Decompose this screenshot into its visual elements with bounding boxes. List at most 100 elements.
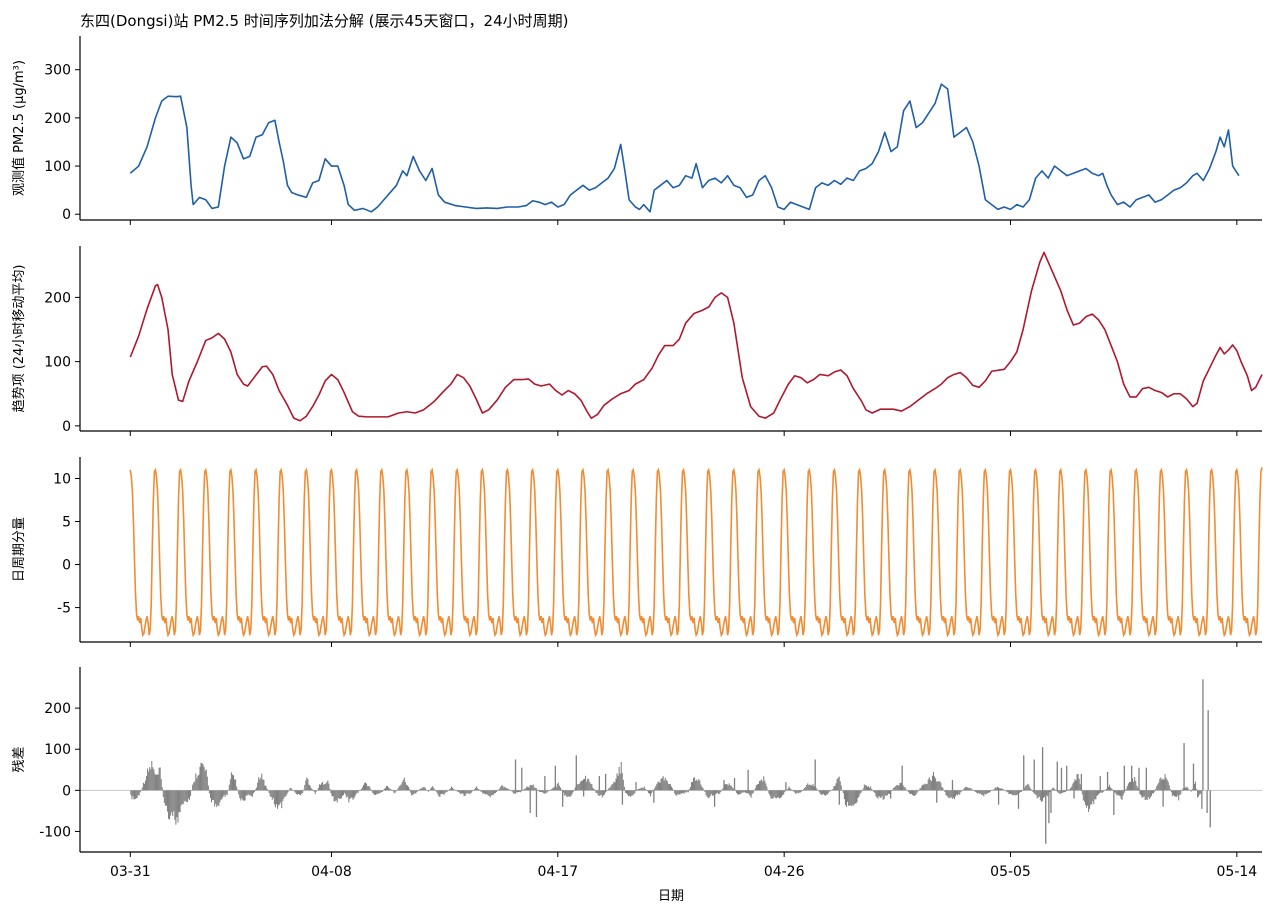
residual-bar: [932, 771, 935, 791]
residual-bar: [768, 790, 770, 794]
residual-bar: [762, 781, 764, 791]
y-tick-label: -100: [39, 824, 71, 840]
residual-bar: [1031, 790, 1033, 791]
residual-bar: [273, 790, 275, 805]
residual-bar: [147, 768, 149, 791]
y-axis-title-trend: 趋势项 (24小时移动平均): [11, 265, 27, 413]
residual-bar: [574, 787, 576, 791]
residual-bar: [418, 789, 420, 791]
residual-bar: [629, 790, 631, 796]
residual-bar: [296, 790, 298, 795]
residual-bar: [1102, 790, 1104, 792]
residual-bar: [724, 784, 726, 791]
residual-bar: [764, 780, 766, 791]
residual-bar: [591, 784, 593, 791]
residual-bar: [262, 779, 264, 791]
residual-bar: [161, 787, 163, 791]
residual-bar: [1110, 787, 1112, 791]
residual-bar: [1137, 787, 1139, 791]
residual-bar: [420, 788, 422, 791]
residual-bar: [855, 790, 857, 804]
residual-bar: [245, 790, 247, 796]
residual-bar: [941, 786, 943, 791]
residual-bar: [898, 785, 900, 791]
residual-bar: [496, 790, 498, 793]
residual-bar: [1024, 787, 1026, 791]
residual-bar: [521, 790, 523, 792]
residual-bar: [413, 790, 415, 795]
residual-bar: [991, 790, 993, 791]
residual-bar: [663, 780, 665, 791]
residual-bar: [884, 790, 886, 796]
residual-bar: [720, 790, 722, 792]
residual-bar: [781, 790, 783, 798]
residual-bar: [501, 785, 503, 791]
residual-bar: [777, 790, 779, 798]
residual-bar: [488, 790, 490, 796]
residual-bar: [175, 790, 177, 825]
residual-bar: [212, 790, 214, 801]
residual-bar: [1194, 781, 1196, 791]
residual-bar: [1047, 790, 1049, 797]
y-axis-title-seasonal: 日周期分量: [12, 517, 27, 582]
residual-bar: [754, 787, 756, 791]
residual-bar: [590, 783, 592, 791]
residual-bar: [252, 790, 254, 794]
residual-bar: [236, 786, 238, 791]
residual-bar: [978, 790, 980, 793]
residual-bar: [928, 777, 930, 791]
residual-bar: [1095, 790, 1097, 800]
residual-bar: [134, 790, 136, 800]
residual-spike: [514, 759, 517, 791]
residual-bar: [994, 787, 996, 791]
residual-bar: [700, 784, 702, 791]
residual-bar: [203, 767, 205, 791]
residual-bar: [1199, 790, 1201, 795]
residual-bar: [939, 781, 941, 791]
residual-bar: [646, 790, 648, 792]
residual-bar: [541, 790, 543, 793]
residual-bar: [292, 790, 294, 791]
residual-bar: [512, 790, 514, 794]
residual-bar: [391, 789, 393, 791]
residual-bar: [1117, 790, 1119, 795]
residual-bar: [421, 787, 423, 791]
residual-bar: [1010, 790, 1012, 794]
residual-bar: [445, 790, 447, 793]
residual-bar: [174, 790, 176, 820]
residual-bar: [737, 790, 739, 795]
residual-bar: [675, 790, 677, 795]
residual-bar: [596, 790, 598, 793]
residual-bar: [940, 782, 942, 791]
residual-bar: [193, 782, 195, 791]
residual-bar: [552, 787, 554, 791]
residual-bar: [709, 790, 711, 797]
residual-bar: [405, 784, 407, 791]
residual-bar: [482, 790, 484, 794]
residual-bar: [247, 790, 249, 795]
residual-bar: [283, 790, 285, 799]
residual-bar: [258, 777, 260, 791]
residual-bar: [950, 790, 952, 798]
residual-bar: [451, 787, 454, 791]
residual-bar: [321, 783, 323, 791]
residual-bar: [367, 786, 369, 791]
residual-bar: [555, 786, 557, 791]
residual-bar: [387, 785, 389, 791]
residual-bar: [936, 781, 938, 791]
residual-bar: [295, 790, 297, 794]
residual-bar: [532, 784, 534, 791]
residual-bar: [439, 790, 441, 797]
residual-bar: [527, 786, 529, 791]
residual-bar: [695, 780, 697, 791]
residual-bar: [996, 786, 998, 791]
residual-bar: [447, 790, 449, 791]
residual-bar: [885, 790, 887, 796]
residual-bar: [904, 787, 906, 791]
residual-bar: [1120, 790, 1122, 799]
residual-bar: [297, 790, 300, 794]
residual-bar: [770, 790, 772, 799]
residual-bar: [467, 790, 469, 794]
residual-bar: [279, 790, 281, 805]
residual-bar: [514, 790, 516, 794]
